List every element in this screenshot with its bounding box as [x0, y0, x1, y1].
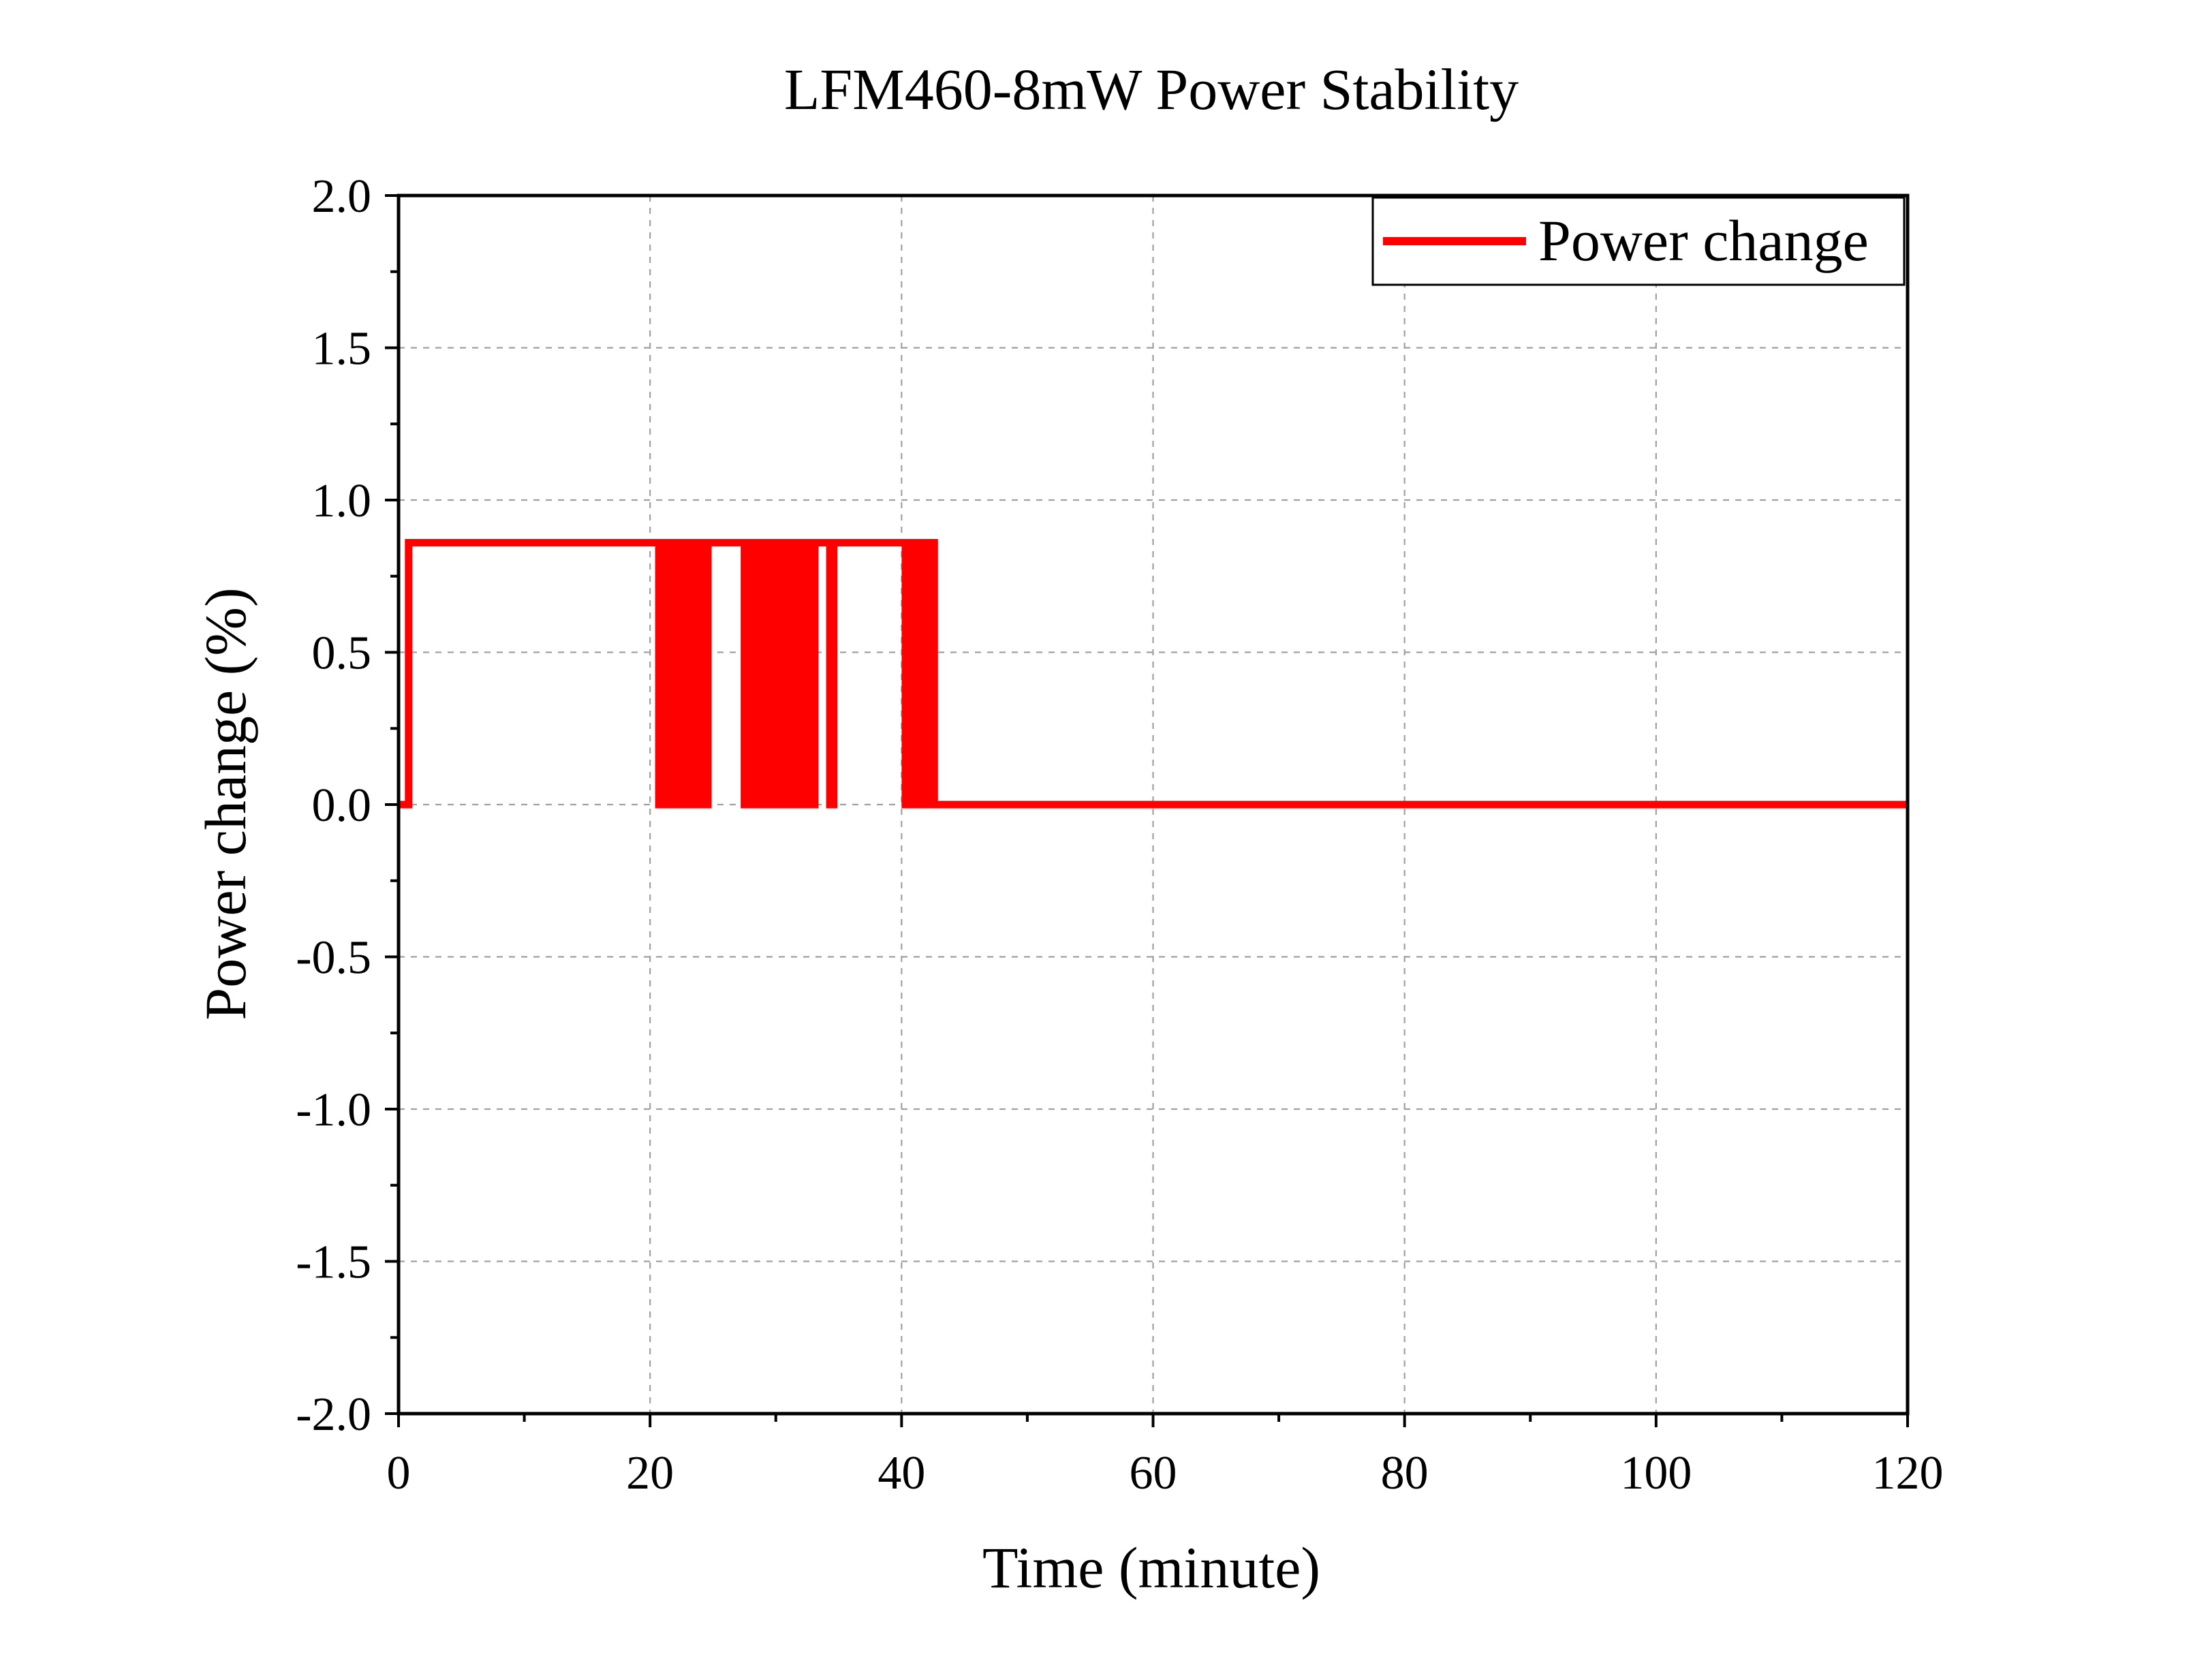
series-layer: [399, 539, 1908, 809]
x-tick-label: 20: [626, 1447, 674, 1499]
y-axis-label: Power change (%): [193, 587, 258, 1020]
x-tick-label: 40: [877, 1447, 925, 1499]
legend-label-power-change: Power change: [1538, 208, 1869, 273]
y-tick-label: -1.0: [296, 1084, 371, 1136]
x-tick-label: 80: [1381, 1447, 1429, 1499]
x-tick-label: 120: [1872, 1447, 1944, 1499]
y-axis-ticks: -2.0 -1.5 -1.0 -0.5 0.0 0.5 1.0 1.5 2.0: [296, 170, 399, 1441]
y-tick-label: 0.5: [312, 627, 372, 680]
y-tick-label: 0.0: [312, 779, 372, 832]
series-line-power-change: [399, 539, 1908, 809]
legend: Power change: [1371, 196, 1906, 286]
chart-title: LFM460-8mW Power Stability: [784, 57, 1519, 122]
y-tick-label: -2.0: [296, 1388, 371, 1441]
y-tick-label: -1.5: [296, 1236, 371, 1289]
x-axis-label: Time (minute): [982, 1535, 1320, 1600]
y-tick-label: 1.0: [312, 475, 372, 527]
y-tick-label: 2.0: [312, 170, 372, 223]
x-tick-label: 60: [1130, 1447, 1177, 1499]
y-tick-label: -0.5: [296, 932, 371, 984]
x-tick-label: 100: [1620, 1447, 1692, 1499]
x-tick-label: 0: [387, 1447, 411, 1499]
y-tick-label: 1.5: [312, 323, 372, 375]
x-axis-ticks: 0 20 40 60 80 100 120: [387, 1414, 1944, 1499]
